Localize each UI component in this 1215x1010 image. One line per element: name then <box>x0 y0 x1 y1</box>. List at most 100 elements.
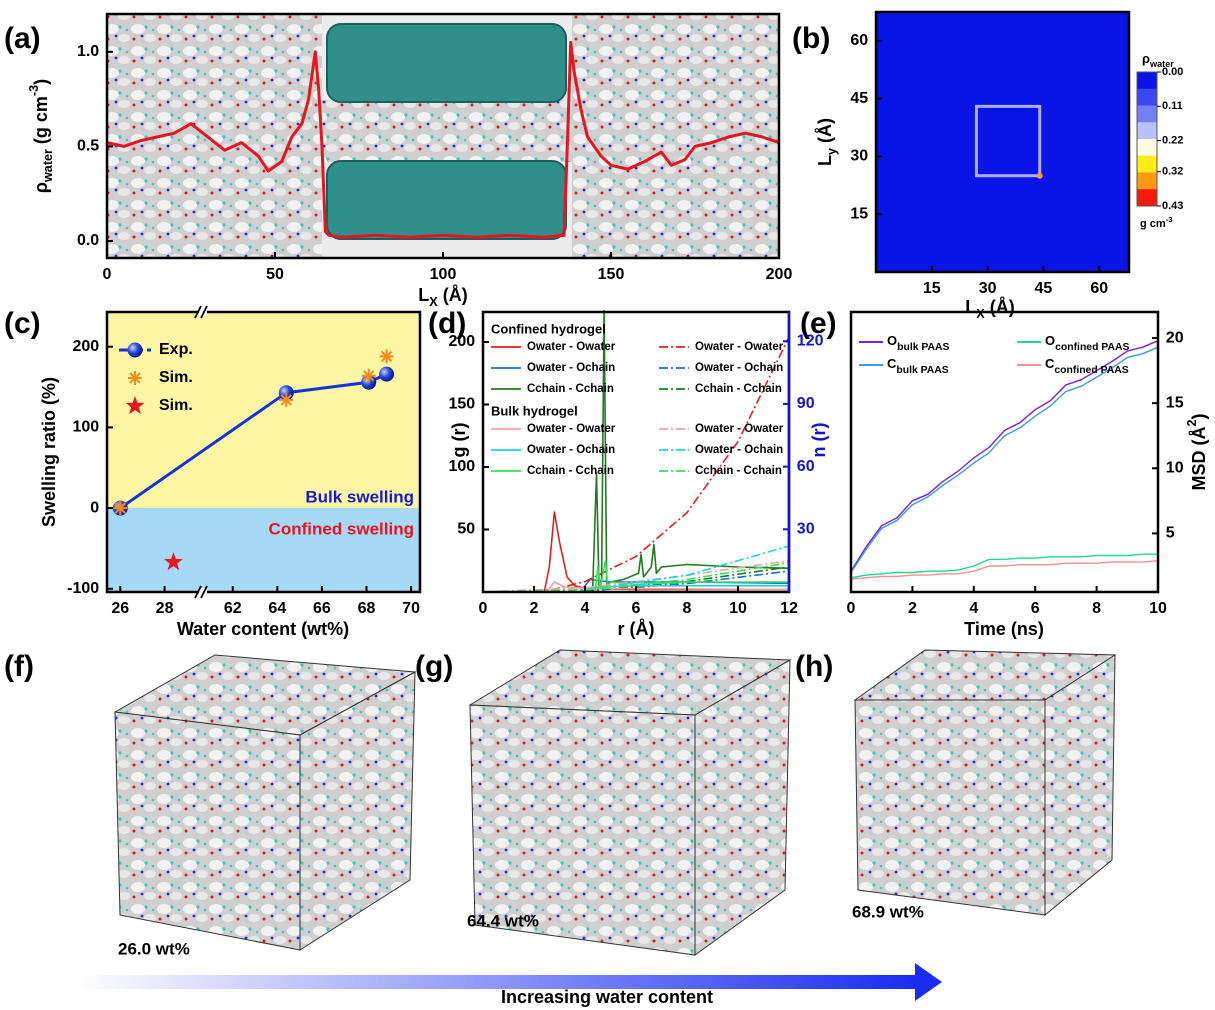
legend-label-main: O <box>887 333 897 348</box>
x-tick-label: 0 <box>479 600 488 617</box>
plot-frame <box>851 312 1158 592</box>
point <box>113 501 127 515</box>
legend-label-sub: confined PAAS <box>1054 365 1128 376</box>
legend-label: Cchain - Cchain <box>695 383 782 395</box>
cube-f <box>115 655 415 950</box>
legend-label: Owater - Ochain <box>695 444 783 456</box>
x-tick-label: 6 <box>1031 600 1040 617</box>
y-tick-label: 10 <box>1166 459 1184 476</box>
y-tick-label: -100 <box>67 580 99 597</box>
legend-label: Sim. <box>159 369 193 386</box>
x-axis-label-part: L <box>418 285 429 305</box>
figure: (a) (b) (c) (d) (e) (f) (g) (h) 26.0 wt%… <box>0 0 1215 1010</box>
x-tick-label: 45 <box>1035 280 1053 297</box>
x-tick-label: 4 <box>581 600 590 617</box>
colorbar-tick-label: 0.43 <box>1162 200 1183 212</box>
y-tick-label: 30 <box>850 148 868 165</box>
x-axis-label: LX (Å) <box>418 285 467 310</box>
x-axis-label: Water content (wt%) <box>177 619 349 639</box>
y-tick-label: 45 <box>850 90 868 107</box>
y-tick-label: 60 <box>850 32 868 49</box>
colorbar-segment <box>1137 122 1157 139</box>
annotation: Confined swelling <box>269 520 414 539</box>
x-tick-label: 50 <box>266 266 284 283</box>
density-field <box>876 12 1129 272</box>
colorbar-tick-label: 0.32 <box>1162 166 1183 178</box>
image-caption: 26.0 wt% <box>118 939 190 958</box>
colorbar-unit: g cm-3 <box>1140 215 1173 230</box>
arrow-head <box>915 963 942 1001</box>
y-tick-label: 150 <box>448 396 475 413</box>
y-axis-label-part: (Å) <box>815 118 835 148</box>
cube-front <box>855 700 1045 915</box>
point <box>279 393 293 407</box>
colorbar-segment <box>1137 189 1157 206</box>
x-tick-label: 26 <box>111 600 129 617</box>
panel-label: (a) <box>4 22 41 55</box>
x-tick-label: 100 <box>430 266 457 283</box>
y-tick-label: 200 <box>72 338 99 355</box>
x-axis-label: LX (Å) <box>965 297 1014 322</box>
x-tick-label: 30 <box>979 280 997 297</box>
x-tick-label: 66 <box>313 600 331 617</box>
y-tick-label: 30 <box>797 521 815 538</box>
legend-label: Oconfined PAAS <box>1045 333 1129 353</box>
legend-label: Obulk PAAS <box>887 333 950 353</box>
colorbar-tick-label: 0.11 <box>1162 100 1183 112</box>
cube-g <box>470 650 790 955</box>
x-tick-label: 2 <box>530 600 539 617</box>
legend-symbol <box>128 343 143 358</box>
legend-label: Exp. <box>159 341 193 358</box>
y-tick-label: 100 <box>448 458 475 475</box>
x-tick-label: 70 <box>402 600 420 617</box>
x-tick-label: 28 <box>156 600 174 617</box>
x-tick-label: 68 <box>358 600 376 617</box>
point <box>379 367 394 382</box>
legend-label: Sim. <box>159 397 193 414</box>
y-tick-label: 200 <box>448 333 475 350</box>
legend-label-sub: bulk PAAS <box>896 365 948 376</box>
y-tick-label: 120 <box>797 332 824 349</box>
x-tick-label: 0 <box>103 266 112 283</box>
colorbar-segment <box>1137 156 1157 173</box>
x-axis-label: r (Å) <box>618 619 655 639</box>
y-axis-label-part: MSD (Å <box>1189 427 1209 491</box>
legend-label: Owater - Ochain <box>527 362 615 374</box>
x-tick-label: 6 <box>632 600 641 617</box>
series-line <box>483 512 789 592</box>
colorbar-title-part: water <box>1149 59 1174 69</box>
x-tick-label: 4 <box>969 600 978 617</box>
y-tick-label: 20 <box>1166 329 1184 346</box>
legend-heading: Confined hydrogel <box>491 321 606 336</box>
y-axis-label: Ly (Å) <box>815 118 840 166</box>
y-tick-label: 0.0 <box>77 232 99 249</box>
image-caption: 64.4 wt% <box>467 911 539 930</box>
colorbar-title-part: ρ <box>1142 51 1150 66</box>
y-tick-label: 0 <box>90 499 99 516</box>
colorbar-segment <box>1137 72 1157 89</box>
x-tick-label: 150 <box>598 266 625 283</box>
legend-symbol <box>128 371 142 385</box>
panel-label: (f) <box>4 650 34 683</box>
arrow-shaft <box>75 975 917 989</box>
cube-side <box>1045 655 1115 915</box>
y-axis-label-part: ) <box>1189 413 1209 419</box>
x-tick-label: 2 <box>908 600 917 617</box>
x-axis-label-part: Time (ns) <box>964 619 1044 639</box>
series-line <box>851 561 1158 579</box>
legend-label: Owater - Owater <box>527 341 616 353</box>
colorbar-unit-part: -3 <box>1166 215 1173 224</box>
legend-label: Cchain - Cchain <box>527 465 614 477</box>
colorbar-segment <box>1137 89 1157 106</box>
y-tick-label: 5 <box>1166 525 1175 542</box>
confined-hydrogel <box>322 100 572 162</box>
footer-label: Increasing water content <box>501 987 713 1007</box>
x-tick-label: 60 <box>1090 280 1108 297</box>
legend-label-sub: confined PAAS <box>1055 342 1129 353</box>
y-axis-label: MSD (Å2) <box>1185 413 1208 490</box>
legend-heading: Bulk hydrogel <box>491 403 578 418</box>
y-tick-label: 60 <box>797 458 815 475</box>
cube-front <box>115 712 300 950</box>
x-axis-label-part: (Å) <box>985 297 1015 317</box>
legend-label: Cchain - Cchain <box>527 383 614 395</box>
